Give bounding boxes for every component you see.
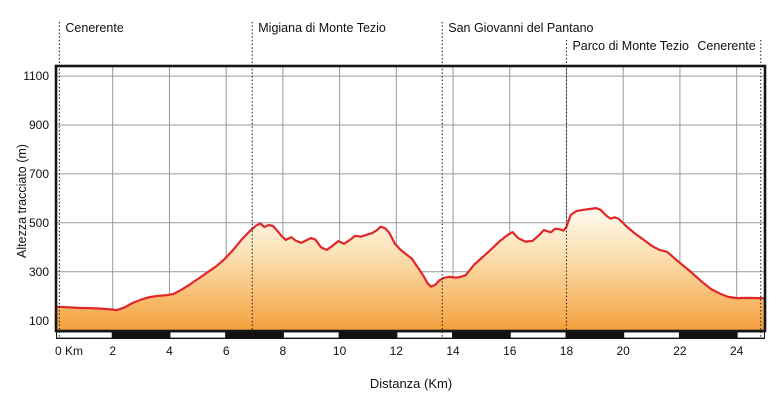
x-tick-label: 10 bbox=[332, 344, 347, 358]
x-tick-label: 16 bbox=[503, 344, 517, 358]
x-tick-label: 22 bbox=[673, 344, 687, 358]
waypoint-label: San Giovanni del Pantano bbox=[448, 21, 594, 35]
x-tick-label: 6 bbox=[222, 344, 230, 358]
scale-bar-white-segment bbox=[737, 332, 764, 338]
x-tick-label: 20 bbox=[616, 344, 630, 358]
plot-border bbox=[54, 64, 767, 333]
waypoint-label: Migiana di Monte Tezio bbox=[258, 21, 386, 35]
x-tick-label: 14 bbox=[446, 344, 460, 358]
x-axis-title: Distanza (Km) bbox=[369, 376, 453, 391]
y-tick-label: 900 bbox=[28, 118, 49, 132]
y-axis-title: Altezza tracciato (m) bbox=[15, 144, 29, 258]
elevation-area-fill bbox=[56, 208, 765, 331]
y-tick-label: 100 bbox=[28, 313, 49, 328]
y-tick-label: 700 bbox=[28, 166, 49, 181]
y-tick-label: 300 bbox=[28, 264, 49, 279]
y-tick-label: 500 bbox=[28, 215, 49, 230]
x-tick-label: 18 bbox=[559, 344, 574, 358]
x-tick-label: 0 Km bbox=[55, 344, 84, 358]
waypoint-label: Cenerente bbox=[65, 21, 124, 35]
x-tick-label: 4 bbox=[166, 344, 173, 358]
x-tick-label: 24 bbox=[729, 344, 744, 358]
waypoint-label: Cenerente bbox=[697, 39, 756, 53]
x-tick-label: 12 bbox=[389, 344, 403, 358]
scale-bar-white-segment bbox=[283, 332, 339, 338]
x-tick-label: 8 bbox=[279, 344, 287, 358]
scale-bar-white-segment bbox=[57, 332, 112, 338]
scale-bar-white-segment bbox=[624, 332, 679, 338]
scale-bar-white-segment bbox=[510, 332, 566, 338]
scale-bar-white-segment bbox=[397, 332, 453, 338]
x-tick-label: 2 bbox=[109, 344, 117, 358]
y-tick-label: 1100 bbox=[23, 69, 49, 84]
waypoint-label: Parco di Monte Tezio bbox=[572, 39, 689, 53]
scale-bar-white-segment bbox=[170, 332, 226, 338]
elevation-line bbox=[54, 207, 767, 312]
